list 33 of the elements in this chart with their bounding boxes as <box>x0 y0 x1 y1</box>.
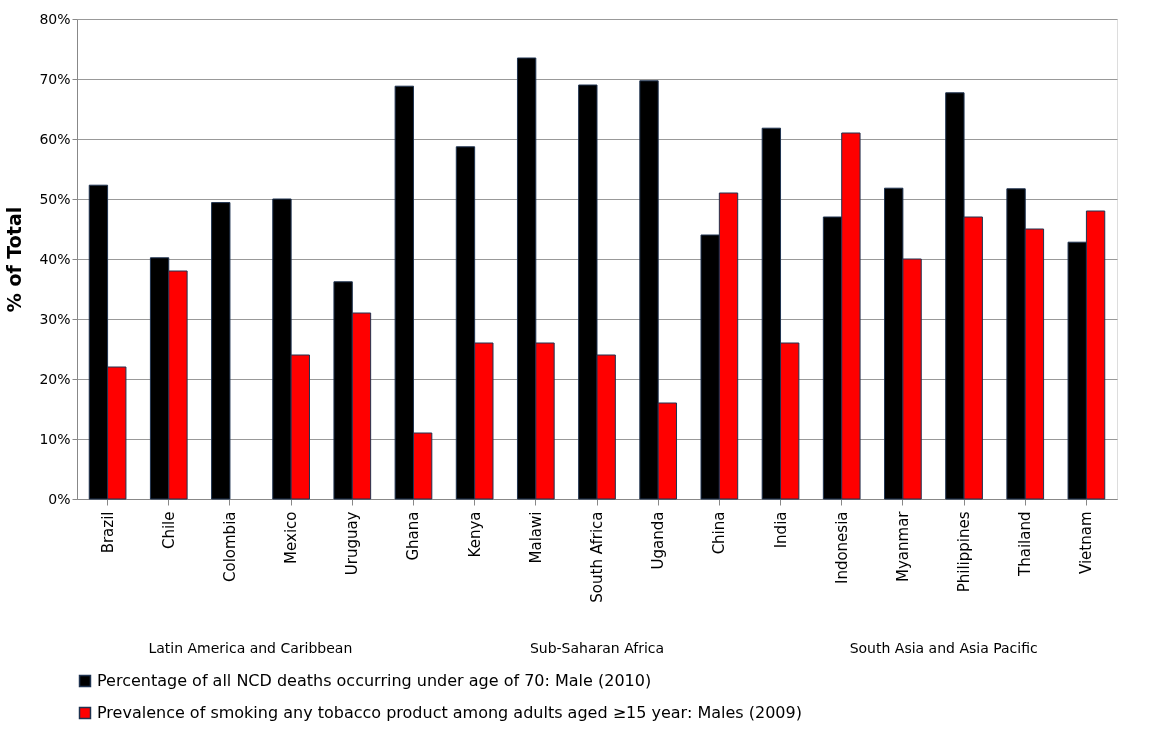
y-tick-label: 80% <box>39 10 71 27</box>
y-axis-title: % of Total <box>3 206 26 313</box>
y-tick-label: 70% <box>39 70 71 87</box>
y-tick-label: 50% <box>39 190 71 207</box>
x-tick-label: Malawi <box>526 511 545 564</box>
y-tick-label: 60% <box>39 130 71 147</box>
x-tick-label: Vietnam <box>1077 511 1096 575</box>
x-tick-label: Uruguay <box>343 511 362 576</box>
text: Latin America and Caribbean <box>148 640 353 656</box>
y-tick-label: 30% <box>39 310 71 327</box>
x-tick-label: Myanmar <box>893 510 912 582</box>
y-tick-label: 20% <box>39 370 71 387</box>
x-tick-label: Uganda <box>649 511 668 570</box>
y-tick-label: 10% <box>39 430 71 447</box>
bar <box>211 202 231 500</box>
legend-label: Prevalence of smoking any tobacco product among adults aged ≥15 year: Males (2009) <box>97 703 802 722</box>
x-tick-label: South Africa <box>588 511 606 603</box>
x-tick-label: Colombia <box>220 511 239 582</box>
x-tick-label: Ghana <box>404 511 423 561</box>
x-tick-label: Brazil <box>98 511 117 554</box>
text: South Asia and Asia Pacific <box>849 640 1038 656</box>
x-tick-label: Indonesia <box>832 511 851 585</box>
x-tick-label: Thailand <box>1016 511 1035 577</box>
x-tick-label: Kenya <box>465 511 484 558</box>
y-tick-label: 40% <box>39 250 71 267</box>
x-tick-label: China <box>710 511 729 555</box>
text: Sub-Saharan Africa <box>529 640 665 656</box>
x-tick-label: Mexico <box>282 511 301 564</box>
x-tick-label: Philippines <box>955 511 974 593</box>
x-tick-label: Chile <box>159 511 178 550</box>
x-tick-label: India <box>771 511 790 549</box>
y-tick-label: 0% <box>48 490 71 507</box>
legend-label: Percentage of all NCD deaths occurring under age of 70: Male (2010) <box>97 671 652 690</box>
